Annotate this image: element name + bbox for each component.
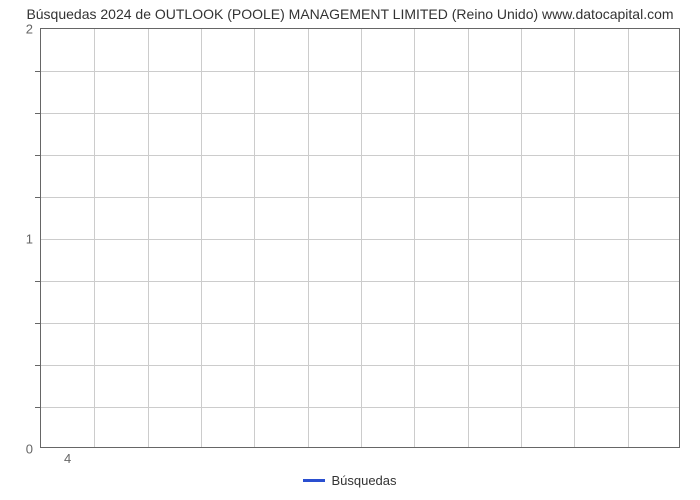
grid-line-horizontal-minor (41, 197, 679, 198)
legend-swatch (303, 479, 325, 482)
y-tick-label: 2 (26, 22, 41, 37)
y-minor-tick (35, 281, 41, 282)
grid-line-vertical (148, 29, 149, 447)
plot-area: 0124 (40, 28, 680, 448)
grid-line-horizontal-minor (41, 407, 679, 408)
y-minor-tick (35, 197, 41, 198)
grid-line-vertical (201, 29, 202, 447)
grid-line-vertical (574, 29, 575, 447)
y-tick-label: 1 (26, 232, 41, 247)
legend: Búsquedas (0, 472, 700, 488)
grid-line-horizontal-minor (41, 113, 679, 114)
x-tick-label: 4 (64, 447, 71, 466)
chart-title: Búsquedas 2024 de OUTLOOK (POOLE) MANAGE… (0, 6, 700, 22)
grid-line-vertical (628, 29, 629, 447)
y-minor-tick (35, 407, 41, 408)
y-minor-tick (35, 113, 41, 114)
grid-line-vertical (521, 29, 522, 447)
grid-line-horizontal-minor (41, 71, 679, 72)
grid-line-horizontal-minor (41, 365, 679, 366)
y-minor-tick (35, 323, 41, 324)
chart-container: Búsquedas 2024 de OUTLOOK (POOLE) MANAGE… (0, 0, 700, 500)
grid-line-vertical (308, 29, 309, 447)
grid-line-vertical (361, 29, 362, 447)
grid-line-horizontal-minor (41, 281, 679, 282)
grid-line-vertical (94, 29, 95, 447)
y-minor-tick (35, 365, 41, 366)
y-minor-tick (35, 71, 41, 72)
grid-line-vertical (414, 29, 415, 447)
y-tick-label: 0 (26, 442, 41, 457)
grid-line-vertical (254, 29, 255, 447)
grid-line-vertical (468, 29, 469, 447)
grid-line-horizontal-minor (41, 155, 679, 156)
grid-line-horizontal (41, 239, 679, 240)
legend-label: Búsquedas (331, 473, 396, 488)
grid-line-horizontal-minor (41, 323, 679, 324)
y-minor-tick (35, 155, 41, 156)
